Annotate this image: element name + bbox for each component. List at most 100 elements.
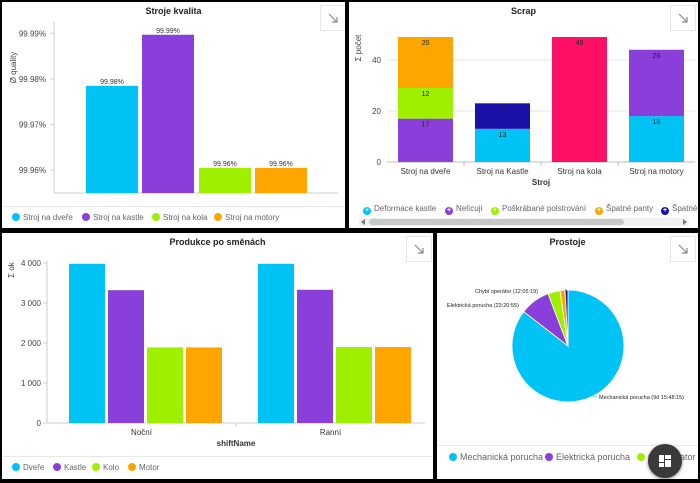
plus-circle-icon: +: [363, 207, 371, 215]
bar-value-label: 49: [576, 40, 584, 47]
bar-stroj-na-kola: [199, 168, 251, 193]
legend: Stroj na dveře Stroj na kastle Stroj na ko…: [2, 206, 345, 227]
pie-label: Mechanická porucha (9d 15:48:15): [599, 395, 684, 401]
x-axis-title: shiftName: [217, 439, 256, 448]
legend-dot-icon: [214, 213, 222, 221]
legend-item-patn-panty[interactable]: +Špatné panty: [595, 204, 653, 215]
legend-label: Stroj na dveře: [23, 213, 73, 222]
y-axis-title: Ø quality: [9, 52, 18, 84]
scrap-chart: 0 20 40 Σ počet 17 12 20 Stroj na dveře 13 9 Stroj…: [349, 2, 698, 198]
bar-value-label: 9: [501, 106, 505, 113]
bar-value-label: 20: [422, 40, 430, 47]
bar-dve-e-no-n: [69, 264, 105, 423]
bar-stroj-na-kastle: [142, 35, 194, 193]
bar-kolo-no-n: [147, 347, 183, 423]
bar-dve-e-rann: [258, 264, 294, 423]
scroll-right-arrow[interactable]: [683, 219, 687, 225]
y-tick-label: 99.97%: [19, 121, 46, 130]
panel-stroje-kvalita: Stroje kvalita 99.96%99.97%99.98%99.99%Ø…: [2, 2, 345, 228]
legend-item-nel-cuj[interactable]: +Nelícují: [445, 204, 483, 215]
x-tick-label: Noční: [131, 428, 153, 437]
legend-item-stroj-na-dve-e[interactable]: Stroj na dveře: [12, 213, 73, 222]
dashboard-grid-icon: [648, 444, 682, 478]
bar-value-label: 17: [422, 122, 430, 129]
x-axis-title: Stroj: [532, 178, 550, 187]
bar-kolo-rann: [336, 347, 372, 423]
x-tick-label: Stroj na Kastle: [476, 167, 529, 176]
legend-item-motor[interactable]: Motor: [128, 463, 159, 472]
x-tick-label: Stroj na dveře: [401, 167, 451, 176]
scrollbar-thumb[interactable]: [369, 219, 624, 225]
bar-value-label: 99.99%: [156, 28, 180, 35]
legend-label: Dveře: [23, 463, 44, 472]
legend-item-kastle[interactable]: Kastle: [53, 463, 86, 472]
pie-label: Elektrická porucha (23:20:55): [447, 303, 519, 309]
plus-circle-icon: +: [445, 207, 453, 215]
legend-item-kolo[interactable]: Kolo: [92, 463, 119, 472]
dashboard-menu-button[interactable]: [648, 444, 682, 478]
plus-circle-icon: +: [491, 207, 499, 215]
panel-prostoje: Prostoje Mechanická porucha (9d 15:48:15…: [437, 233, 698, 479]
x-tick-label: Stroj na motory: [629, 167, 683, 176]
legend-item-patn[interactable]: +Špatné: [661, 204, 697, 215]
bar-segment-stroj-na-kola: [552, 37, 607, 162]
legend-item-deformace-kastle[interactable]: +Deformace kastle: [363, 204, 436, 215]
legend-item-dve-e[interactable]: Dveře: [12, 463, 44, 472]
legend-item-mechanick-porucha[interactable]: Mechanická porucha: [449, 452, 543, 462]
legend-label: Stroj na kola: [163, 213, 207, 222]
legend-dot-icon: [152, 213, 160, 221]
legend-dot-icon: [12, 463, 20, 471]
bar-kastle-rann: [297, 290, 333, 423]
y-axis-title: Σ ok: [7, 261, 16, 278]
y-tick-label: 99.96%: [19, 166, 46, 175]
legend-dot-icon: [12, 213, 20, 221]
legend-label: Špatné: [672, 204, 697, 213]
bar-motor-rann: [375, 347, 411, 423]
legend-item-elektrick-porucha[interactable]: Elektrická porucha: [545, 452, 630, 462]
legend-item-stroj-na-kastle[interactable]: Stroj na kastle: [82, 213, 144, 222]
legend: Dveře Kastle Kolo Motor: [2, 456, 433, 477]
bar-stroj-na-motory: [255, 168, 307, 193]
legend-label: Nelícují: [456, 204, 483, 213]
legend-item-stroj-na-motory[interactable]: Stroj na motory: [214, 213, 279, 222]
bar-motor-no-n: [186, 347, 222, 423]
scroll-left-arrow[interactable]: [361, 219, 365, 225]
legend-label: Stroj na motory: [225, 213, 279, 222]
y-tick-label: 1 000: [21, 379, 42, 388]
horizontal-scrollbar[interactable]: [359, 218, 689, 226]
legend-label: Motor: [139, 463, 159, 472]
legend-dot-icon: [128, 463, 136, 471]
legend-item-stroj-na-kola[interactable]: Stroj na kola: [152, 213, 207, 222]
legend-dot-icon: [53, 463, 61, 471]
bar-value-label: 26: [653, 53, 661, 60]
legend-label: Kastle: [64, 463, 86, 472]
legend-label: Poškrábané polstrování: [502, 204, 586, 213]
legend-dot-icon: [82, 213, 90, 221]
y-tick-label: 40: [372, 56, 381, 65]
y-axis-title: Σ počet: [354, 34, 363, 62]
y-tick-label: 3 000: [21, 299, 42, 308]
plus-circle-icon: +: [661, 207, 669, 215]
legend-dot-icon: [92, 463, 100, 471]
y-tick-label: 99.99%: [19, 29, 46, 38]
bar-value-label: 99.96%: [213, 161, 237, 168]
bar-stroj-na-dve-e: [86, 86, 138, 193]
y-tick-label: 0: [37, 419, 42, 428]
legend: +Deformace kastle+Nelícují+Poškrábané po…: [349, 198, 698, 216]
legend-label: Stroj na kastle: [93, 213, 144, 222]
legend-label: Špatné panty: [606, 204, 653, 213]
y-tick-label: 0: [377, 158, 382, 167]
y-tick-label: 20: [372, 107, 381, 116]
legend-label: Deformace kastle: [374, 204, 436, 213]
plus-circle-icon: +: [595, 207, 603, 215]
downtime-chart: Mechanická porucha (9d 15:48:15) Elektric…: [437, 233, 698, 441]
bar-value-label: 13: [499, 132, 507, 139]
y-tick-label: 4 000: [21, 259, 42, 268]
y-tick-label: 99.98%: [19, 75, 46, 84]
y-tick-label: 2 000: [21, 339, 42, 348]
legend-item-po-kr-ban-polstrov-n[interactable]: +Poškrábané polstrování: [491, 204, 586, 215]
bar-value-label: 12: [422, 91, 430, 98]
